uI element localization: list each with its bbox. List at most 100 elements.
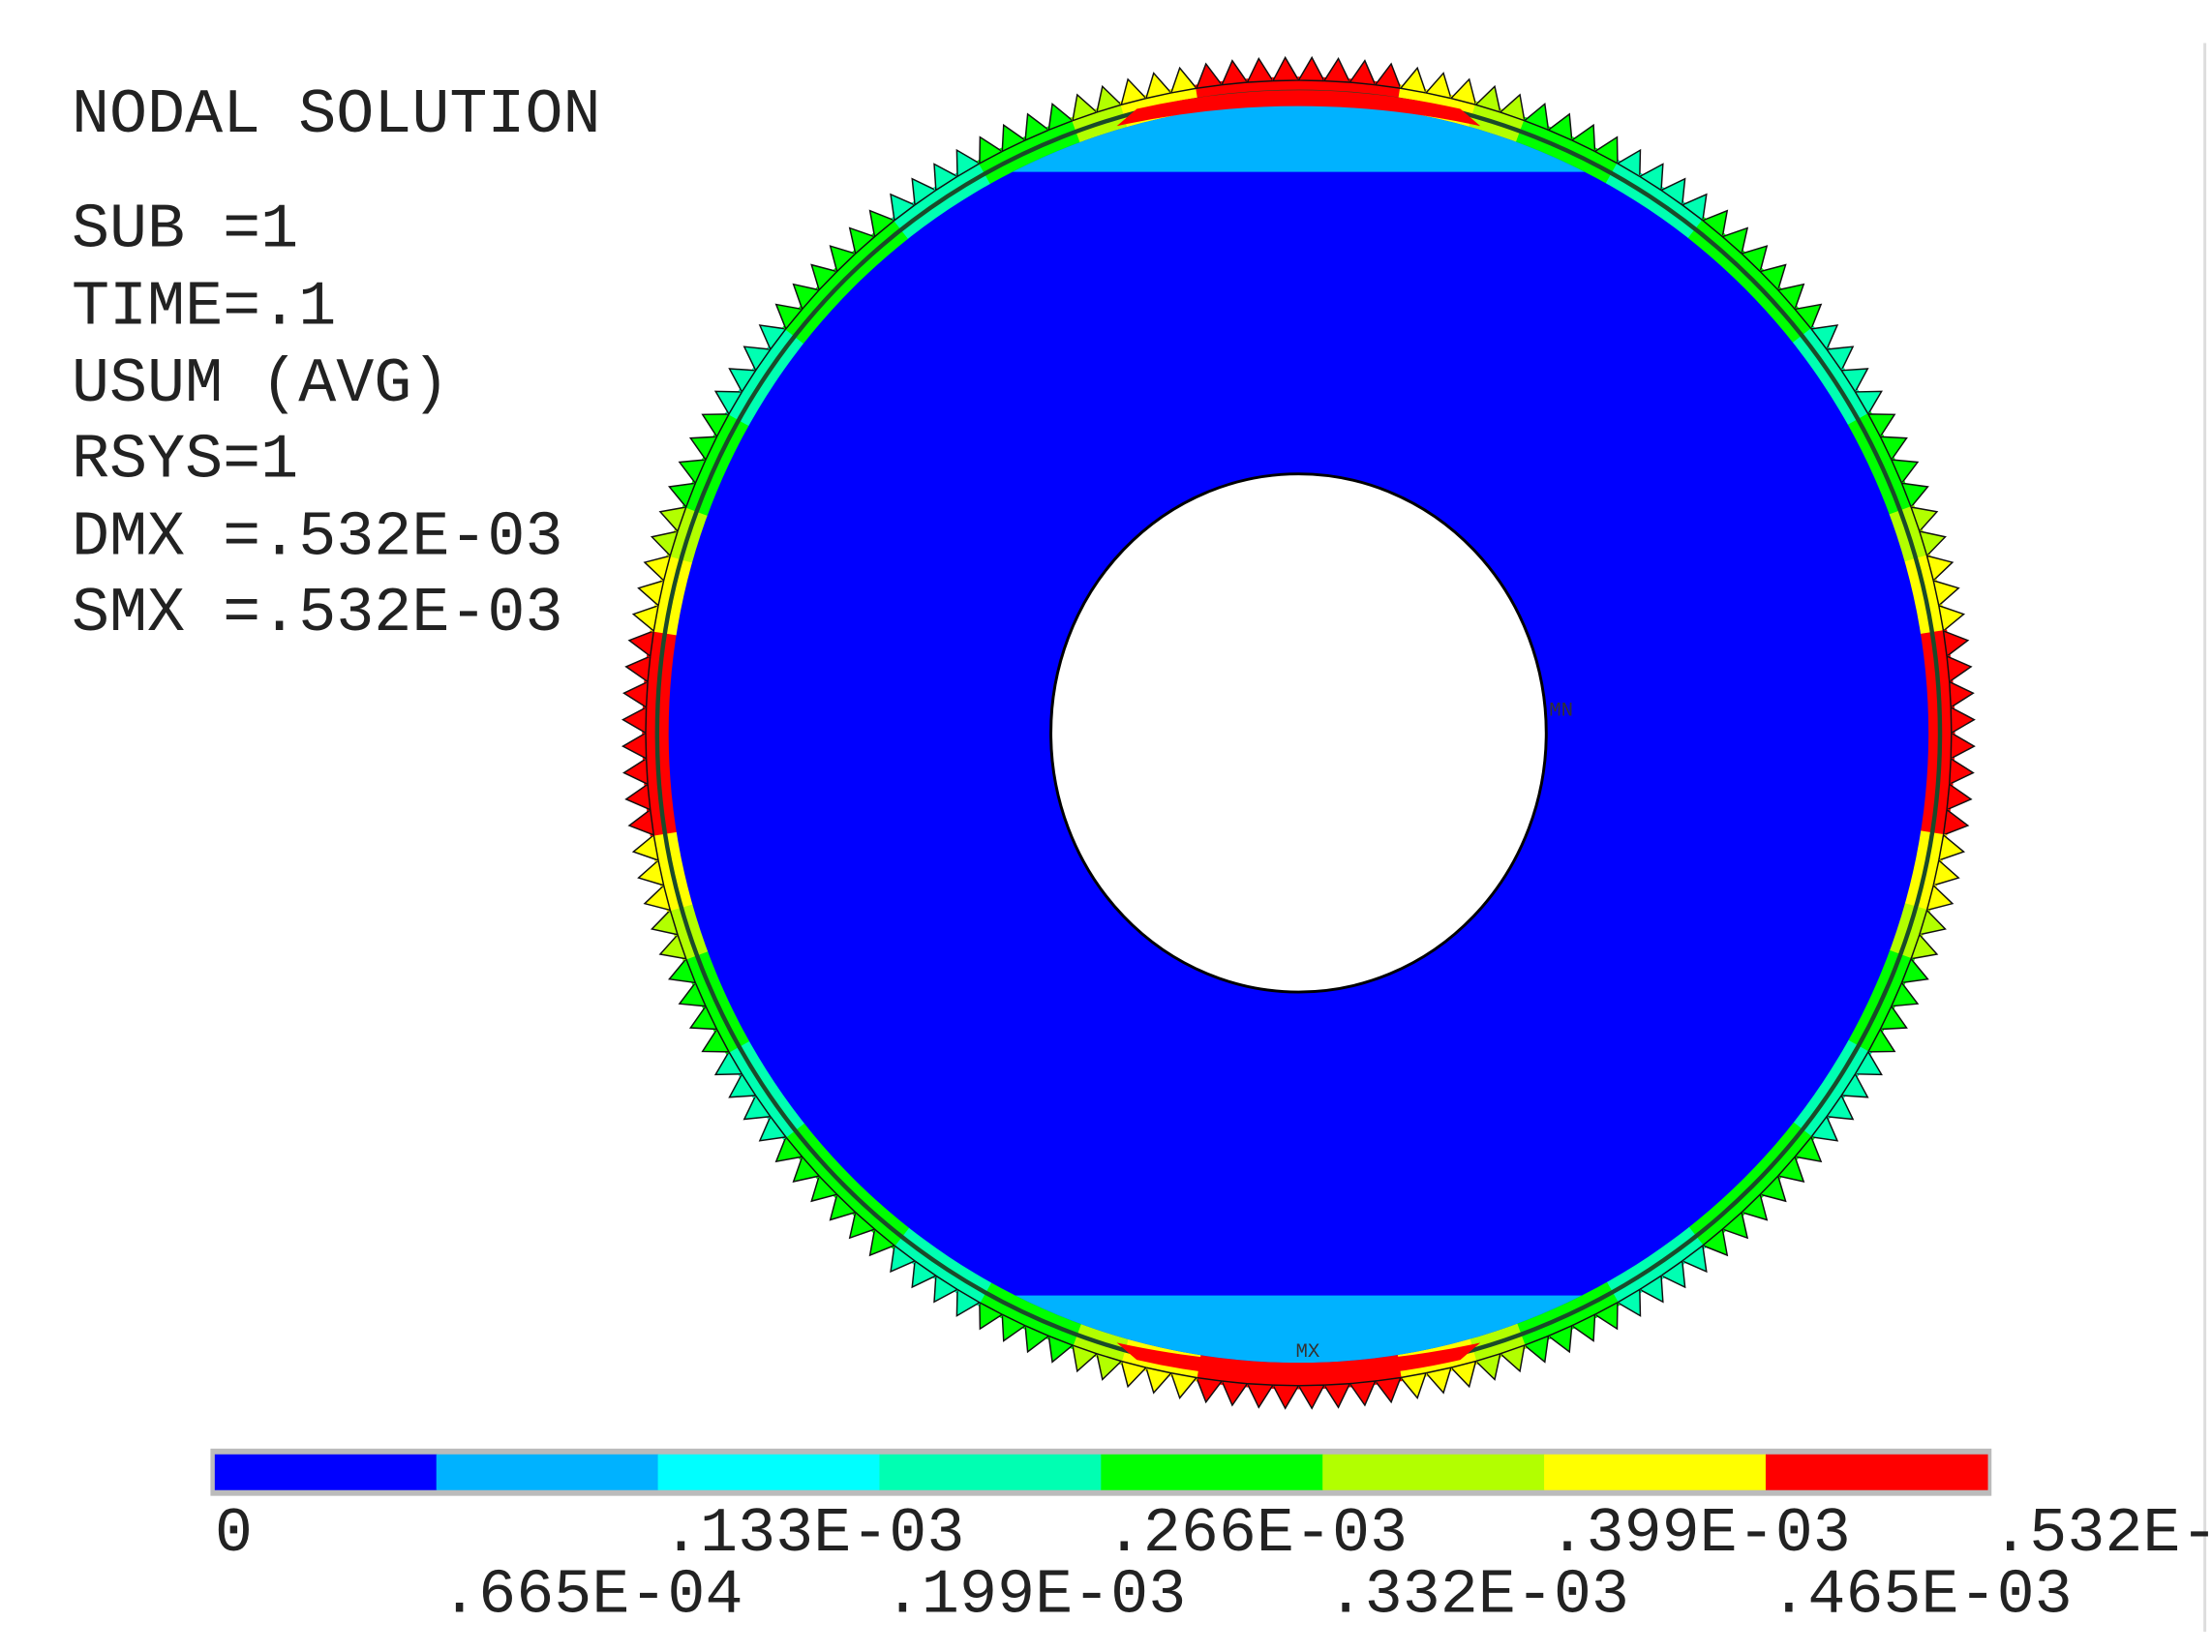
gear-tooth: [1890, 980, 1920, 1007]
gear-tooth: [1918, 909, 1947, 936]
gear-tooth: [1720, 226, 1749, 255]
legend-swatch: [1765, 1454, 1988, 1490]
gear-tooth: [1246, 56, 1275, 83]
gear-tooth: [728, 368, 757, 394]
legend-swatch: [214, 1454, 438, 1490]
gear-tooth: [1638, 1274, 1664, 1304]
gear-tooth: [643, 884, 672, 912]
gear-tooth: [688, 1005, 718, 1031]
gear-tooth: [1374, 62, 1403, 90]
gear-tooth: [1297, 1384, 1326, 1410]
legend-label: .199E-03: [884, 1559, 1186, 1631]
gear-tooth: [631, 604, 659, 633]
gear-tooth: [1950, 732, 1976, 761]
gear-tooth: [1322, 1382, 1351, 1409]
gear-tooth: [1195, 1376, 1224, 1404]
gear-tooth: [650, 529, 680, 557]
header-line: USUM (AVG): [72, 348, 449, 420]
gear-tooth: [758, 324, 788, 351]
legend-label: .399E-03: [1549, 1498, 1851, 1570]
band-bottom: [1116, 1342, 1481, 1379]
legend-swatch: [1101, 1454, 1323, 1490]
gear-tooth: [1758, 263, 1787, 292]
legend-swatch: [657, 1454, 881, 1490]
gear-tooth: [1879, 436, 1908, 462]
gear-tooth: [1942, 629, 1970, 658]
gear-tooth: [637, 858, 665, 886]
gear-tooth: [1793, 1135, 1823, 1163]
gear-tooth: [810, 263, 839, 292]
gear-tooth: [1701, 209, 1729, 238]
gear-model: MX MN: [621, 55, 1976, 1410]
legend-swatch: [436, 1454, 659, 1490]
gear-tooth: [774, 1135, 804, 1163]
gear-tooth: [911, 177, 938, 207]
gear-tooth: [1825, 1094, 1855, 1121]
gear-tooth: [868, 1227, 896, 1257]
gear-tooth: [933, 163, 959, 192]
gear-tooth: [979, 1301, 1004, 1331]
gear-tooth: [774, 303, 804, 331]
gear-tooth: [1169, 66, 1198, 94]
gear-tooth: [1854, 390, 1883, 416]
gear-tooth: [1776, 1155, 1805, 1184]
gear-tooth: [1638, 163, 1664, 192]
gear-tooth: [1900, 482, 1929, 509]
plot-title: NODAL SOLUTION: [72, 79, 601, 151]
gear-tooth: [829, 1192, 858, 1221]
gear-tooth: [658, 933, 687, 960]
gear-tooth: [701, 1028, 731, 1053]
gear-tooth: [1809, 1115, 1839, 1142]
gear-tooth: [622, 680, 649, 709]
gear-tooth: [1570, 1313, 1596, 1342]
band-top: [1116, 90, 1481, 127]
gear-tooth: [1523, 102, 1550, 132]
gear-tooth: [1374, 1376, 1403, 1404]
gear-tooth: [1910, 933, 1939, 960]
gear-tooth: [1195, 62, 1224, 90]
gear-tooth: [1616, 148, 1642, 178]
gear-tooth: [792, 1155, 821, 1184]
gear-tooth: [1900, 957, 1929, 984]
gear-tooth: [631, 833, 659, 862]
gear-tooth: [792, 283, 821, 311]
gear-tooth: [713, 390, 743, 416]
gear-tooth: [1946, 782, 1973, 811]
gear-tooth: [1220, 1380, 1249, 1407]
gear-tooth: [701, 413, 731, 438]
gear-tooth: [1866, 1028, 1896, 1053]
header-line: SUB =1: [72, 195, 298, 266]
gear-tooth: [1701, 1227, 1729, 1257]
gear-tooth: [758, 1115, 788, 1142]
gear-tooth: [1659, 1259, 1686, 1289]
gear-tooth: [1220, 59, 1249, 86]
header-line: SMX =.532E-03: [72, 578, 563, 649]
gear-tooth: [622, 757, 649, 786]
gear-tooth: [1449, 1360, 1477, 1389]
gear-tooth: [1499, 1343, 1526, 1373]
gear-tooth: [1474, 1352, 1501, 1381]
gear-tooth: [1866, 413, 1896, 438]
gear-tooth: [1348, 1380, 1377, 1407]
gear-tooth: [1681, 1244, 1708, 1274]
gear-tooth: [1925, 555, 1954, 583]
gear-tooth: [1879, 1005, 1908, 1031]
legend-swatch: [1322, 1454, 1545, 1490]
legend-label: .665E-04: [440, 1559, 742, 1631]
gear-tooth: [1499, 93, 1526, 122]
gear-tooth: [1547, 112, 1573, 142]
gear-tooth: [1839, 368, 1869, 394]
gear-tooth: [979, 135, 1004, 165]
gear-tooth: [868, 209, 896, 238]
gear-tooth: [1474, 84, 1501, 114]
max-marker: MX: [1295, 1341, 1319, 1364]
gear-tooth: [1890, 459, 1920, 485]
gear-tooth: [1910, 506, 1939, 533]
gear-tooth: [668, 482, 697, 509]
gear-tooth: [1946, 654, 1973, 683]
gear-tooth: [1616, 1288, 1642, 1317]
gear-tooth: [911, 1259, 938, 1289]
gear-tooth: [658, 506, 687, 533]
gear-tooth: [848, 226, 876, 255]
